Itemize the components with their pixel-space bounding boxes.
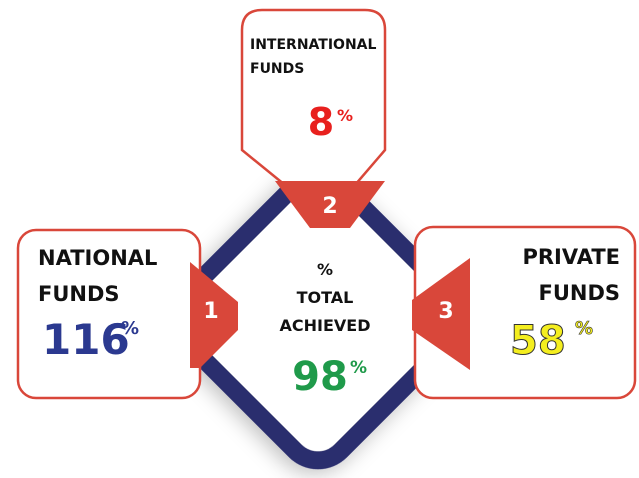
card-label: PRIVATE: [523, 245, 621, 269]
tab-3: [412, 258, 470, 370]
tab-1: [190, 262, 238, 368]
card-label: NATIONAL: [38, 246, 157, 270]
center-label: TOTAL: [297, 288, 354, 307]
step-number: 1: [203, 299, 218, 324]
step-number: 3: [438, 299, 453, 324]
center-label: %: [317, 260, 333, 279]
card-unit: %: [575, 318, 593, 339]
card-label: FUNDS: [538, 281, 620, 305]
card-label: INTERNATIONAL: [250, 37, 376, 53]
center-unit: %: [350, 358, 367, 378]
card-label: FUNDS: [250, 61, 304, 77]
card-unit: %: [121, 318, 139, 339]
card-unit: %: [337, 106, 353, 125]
diamond: [166, 166, 470, 470]
center-value: 98: [292, 354, 348, 400]
card-value: 116: [42, 315, 130, 364]
center-label: ACHIEVED: [280, 316, 371, 335]
tab-2: [275, 181, 385, 228]
card-value: 58: [510, 318, 566, 364]
step-number: 2: [322, 194, 337, 219]
card-value: 8: [308, 100, 334, 144]
card-label: FUNDS: [38, 282, 120, 306]
